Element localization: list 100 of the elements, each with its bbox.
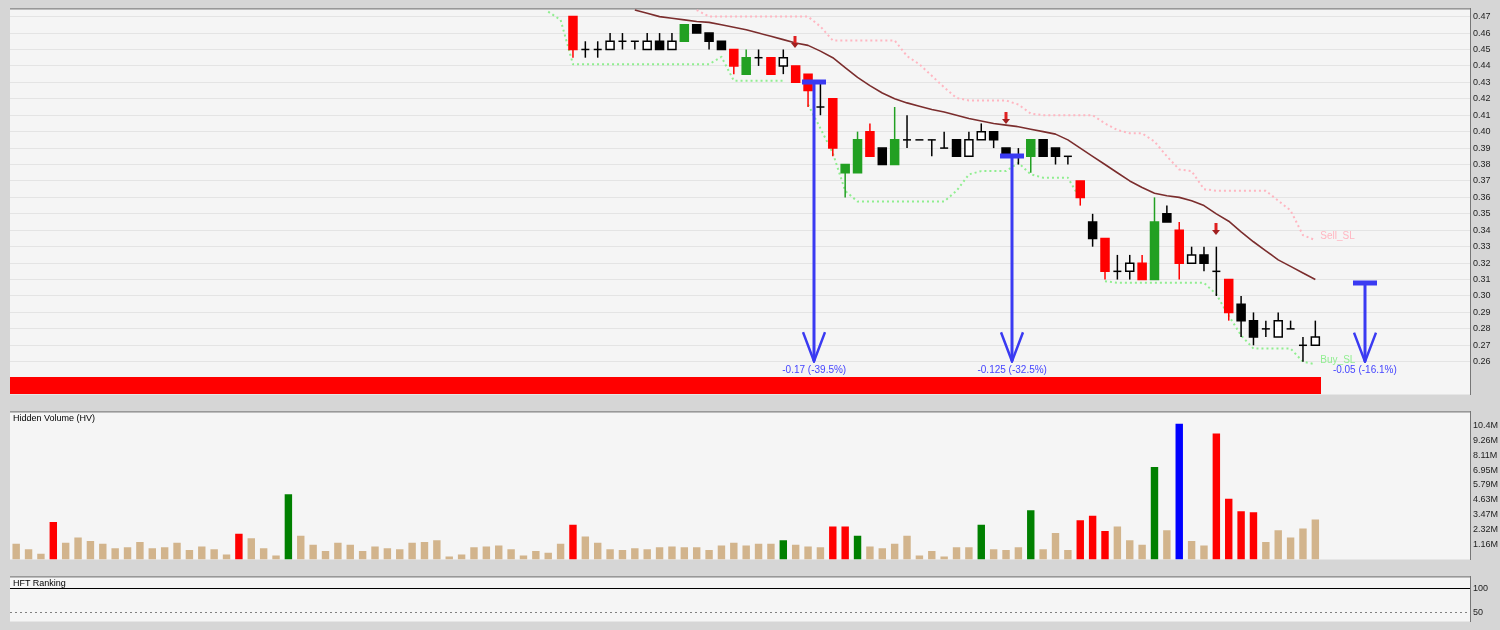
bar [767, 543, 775, 560]
annotation: -0.17 (-39.5%) [782, 364, 847, 376]
y-tick-label: 0.44 [1473, 60, 1491, 71]
bar [779, 540, 788, 560]
bar [284, 494, 293, 560]
y-tick-label: 0.34 [1473, 224, 1491, 235]
bar [86, 541, 95, 560]
y-tick-label: 0.41 [1473, 109, 1491, 120]
bar [977, 524, 985, 560]
bar [730, 542, 738, 560]
bar [1014, 547, 1023, 560]
annotation: -0.05 (-16.1%) [1332, 364, 1397, 376]
bar [1200, 545, 1208, 560]
bar [309, 544, 317, 560]
series-label: Sell_SL [1320, 229, 1356, 241]
bar [160, 547, 169, 560]
y-tick-label: 0.30 [1473, 290, 1491, 301]
y-tick-label: 0.37 [1473, 175, 1491, 186]
y-tick-label: 3.47M [1473, 509, 1499, 520]
bar [210, 549, 218, 560]
annotation: -0.125 (-32.5%) [977, 364, 1047, 376]
bar [1311, 519, 1320, 560]
bar [1051, 532, 1060, 560]
bar [136, 541, 144, 560]
bar [1163, 530, 1171, 560]
bar [123, 547, 132, 560]
bar [1002, 550, 1010, 560]
bar [705, 550, 713, 560]
bar [371, 546, 379, 560]
bar [1064, 550, 1072, 560]
bar [235, 533, 243, 560]
y-tick-label: 0.47 [1473, 11, 1491, 22]
bar [433, 540, 441, 560]
bar [742, 545, 750, 560]
bar [1175, 423, 1183, 560]
y-tick-label: 0.45 [1473, 43, 1491, 54]
bar [1076, 520, 1084, 560]
y-tick-label: 9.26M [1473, 434, 1499, 445]
y-tick-label: 50 [1473, 606, 1484, 617]
bar [853, 535, 862, 560]
bar [1225, 498, 1233, 560]
bar [259, 548, 268, 560]
bar [396, 549, 404, 560]
bar [829, 526, 837, 560]
bar [24, 549, 33, 560]
bar [383, 548, 392, 560]
bar [1101, 531, 1109, 560]
bar [61, 542, 70, 560]
bar [1262, 541, 1270, 560]
bar [507, 549, 515, 560]
bar [470, 547, 478, 560]
candlestick [939, 130, 949, 149]
bar [519, 555, 528, 560]
bar [272, 555, 280, 560]
bar [655, 547, 664, 560]
bar [408, 542, 416, 560]
bar [198, 546, 206, 560]
y-tick-label: 0.42 [1473, 93, 1491, 104]
y-tick-label: 4.63M [1473, 494, 1499, 505]
bar [532, 550, 540, 560]
y-tick-label: 5.79M [1473, 479, 1499, 490]
candlestick [1261, 319, 1271, 338]
y-tick-label: 0.38 [1473, 159, 1491, 170]
bar [581, 536, 590, 560]
candlestick [815, 81, 826, 116]
candlestick [927, 139, 937, 158]
bar [692, 547, 701, 560]
bar [594, 542, 602, 560]
bar [111, 548, 119, 560]
y-tick-label: 0.35 [1473, 208, 1491, 219]
bar [940, 556, 948, 560]
bar [680, 547, 689, 560]
bar [173, 542, 181, 560]
y-tick-label: 2.32M [1473, 524, 1499, 535]
bar [965, 547, 973, 560]
bar [1138, 544, 1146, 560]
y-tick-label: 1.16M [1473, 539, 1499, 550]
y-tick-label: 0.33 [1473, 241, 1491, 252]
bar [1212, 433, 1221, 560]
bar [1286, 537, 1295, 560]
bar [631, 548, 639, 560]
series-label: Buy_SL [1320, 353, 1356, 365]
bar [99, 543, 107, 560]
bar [606, 549, 614, 560]
bar [297, 535, 305, 560]
bar [569, 524, 577, 560]
y-tick-label: 0.36 [1473, 191, 1491, 202]
bar [37, 553, 45, 560]
chart-title: HFT Ranking [13, 578, 66, 589]
bar [1274, 530, 1282, 560]
bar [1299, 528, 1307, 560]
bar [668, 546, 676, 560]
bar [816, 547, 825, 560]
candlestick [902, 114, 912, 149]
y-tick-label: 0.43 [1473, 76, 1491, 87]
y-tick-label: 0.32 [1473, 257, 1491, 268]
bar [334, 542, 342, 560]
bar [247, 538, 255, 560]
bar [1113, 526, 1122, 560]
bar [148, 548, 156, 560]
